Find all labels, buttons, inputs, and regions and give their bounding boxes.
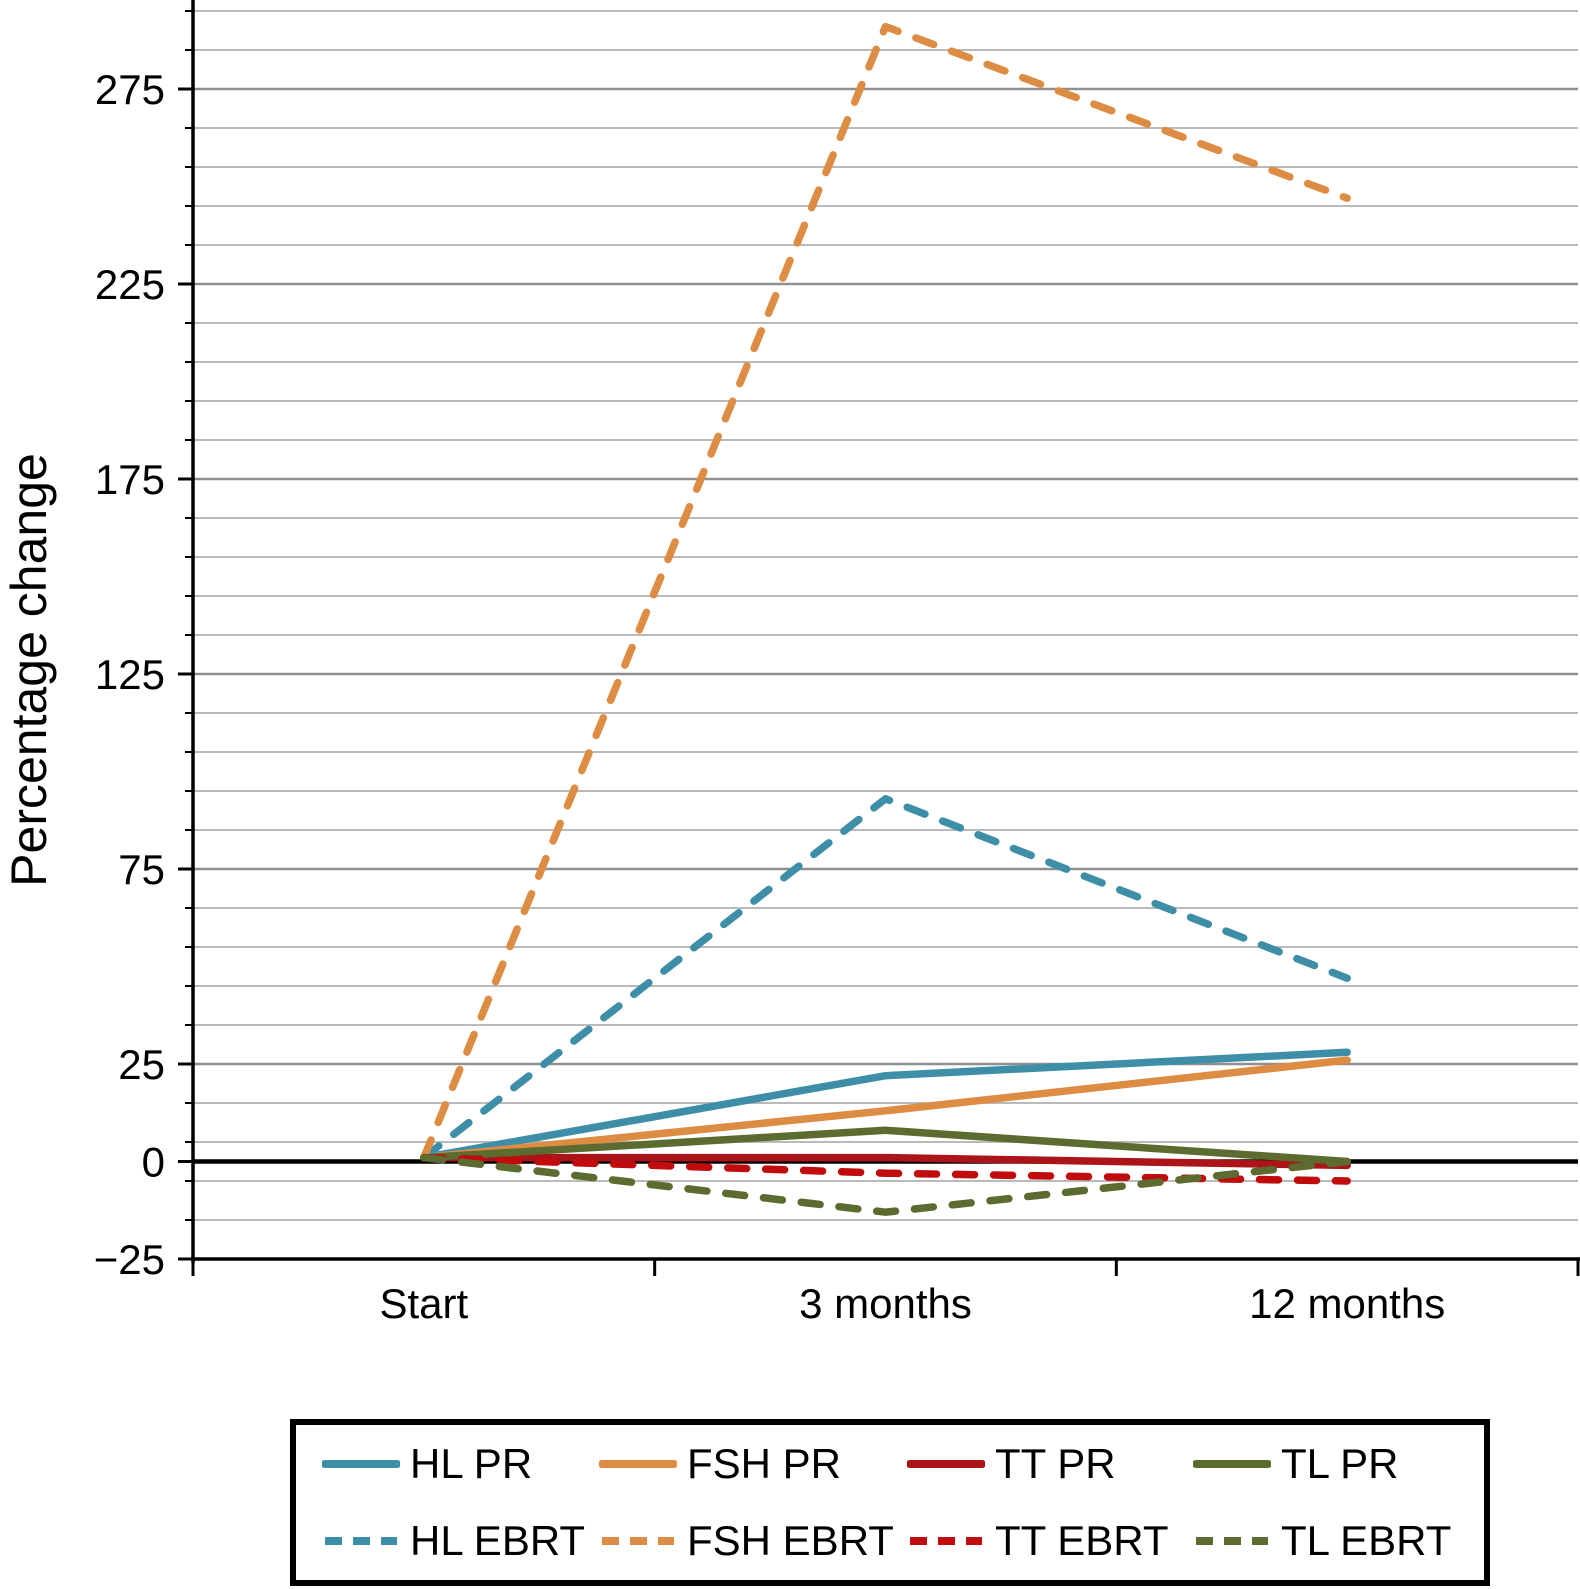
legend-label-tt-ebrt: TT EBRT: [995, 1517, 1169, 1565]
legend-swatch-tl-pr: [1193, 1459, 1271, 1468]
series-line-tt-pr: [420, 1153, 1351, 1170]
x-tick-label: Start: [379, 1280, 468, 1327]
legend-label-tl-pr: TL PR: [1281, 1439, 1399, 1487]
axes: [178, 0, 1580, 1276]
y-tick-label: 175: [95, 456, 165, 503]
legend-swatch-tt-ebrt: [910, 1537, 982, 1546]
legend-label-fsh-pr: FSH PR: [687, 1439, 842, 1487]
legend-item-tt-pr: TT PR: [907, 1440, 1193, 1488]
y-tick-label: 275: [95, 66, 165, 113]
x-tick-label: 3 months: [799, 1280, 972, 1327]
legend-swatch-hl-ebrt: [325, 1537, 397, 1546]
legend-item-hl-ebrt: HL EBRT: [322, 1517, 599, 1565]
series-line-fsh-pr: [420, 1056, 1351, 1162]
legend-label-hl-ebrt: HL EBRT: [410, 1517, 586, 1565]
legend: HL PR FSH PR TT PR TL PR HL EBRT FSH EBR…: [290, 1419, 1490, 1586]
series-line-tl-ebrt: [420, 1153, 1351, 1216]
y-tick-label: 0: [142, 1139, 165, 1186]
y-tick-label: −25: [94, 1236, 165, 1283]
series-line-fsh-ebrt: [420, 22, 1351, 1162]
legend-swatch-tl-ebrt: [1196, 1537, 1268, 1546]
legend-label-hl-pr: HL PR: [410, 1439, 533, 1487]
x-tick-label: 12 months: [1249, 1280, 1445, 1327]
y-axis-title: Percentage change: [1, 453, 57, 887]
legend-label-fsh-ebrt: FSH EBRT: [687, 1517, 894, 1565]
legend-swatch-tt-pr: [907, 1459, 985, 1468]
series-line-tl-pr: [420, 1126, 1351, 1166]
y-tick-label: 75: [118, 846, 165, 893]
y-tick-label: 225: [95, 261, 165, 308]
legend-item-fsh-ebrt: FSH EBRT: [599, 1517, 907, 1565]
series-line-hl-ebrt: [420, 795, 1351, 1162]
y-tick-label: 25: [118, 1041, 165, 1088]
legend-item-tl-ebrt: TL EBRT: [1193, 1517, 1484, 1565]
legend-swatch-fsh-ebrt: [602, 1537, 674, 1546]
legend-swatch-hl-pr: [322, 1459, 400, 1468]
legend-swatch-fsh-pr: [599, 1459, 677, 1468]
gridlines: [193, 10, 1578, 1260]
legend-label-tt-pr: TT PR: [995, 1439, 1116, 1487]
series-line-hl-pr: [420, 1048, 1351, 1162]
legend-item-tt-ebrt: TT EBRT: [907, 1517, 1193, 1565]
series-lines: [420, 22, 1351, 1216]
legend-item-hl-pr: HL PR: [322, 1440, 599, 1488]
legend-label-tl-ebrt: TL EBRT: [1281, 1517, 1452, 1565]
legend-item-fsh-pr: FSH PR: [599, 1440, 907, 1488]
legend-item-tl-pr: TL PR: [1193, 1440, 1484, 1488]
y-tick-label: 125: [95, 651, 165, 698]
tick-labels: −25 0 25 75 125 175 225 275 Start 3 months 12 mont…: [94, 66, 1445, 1327]
